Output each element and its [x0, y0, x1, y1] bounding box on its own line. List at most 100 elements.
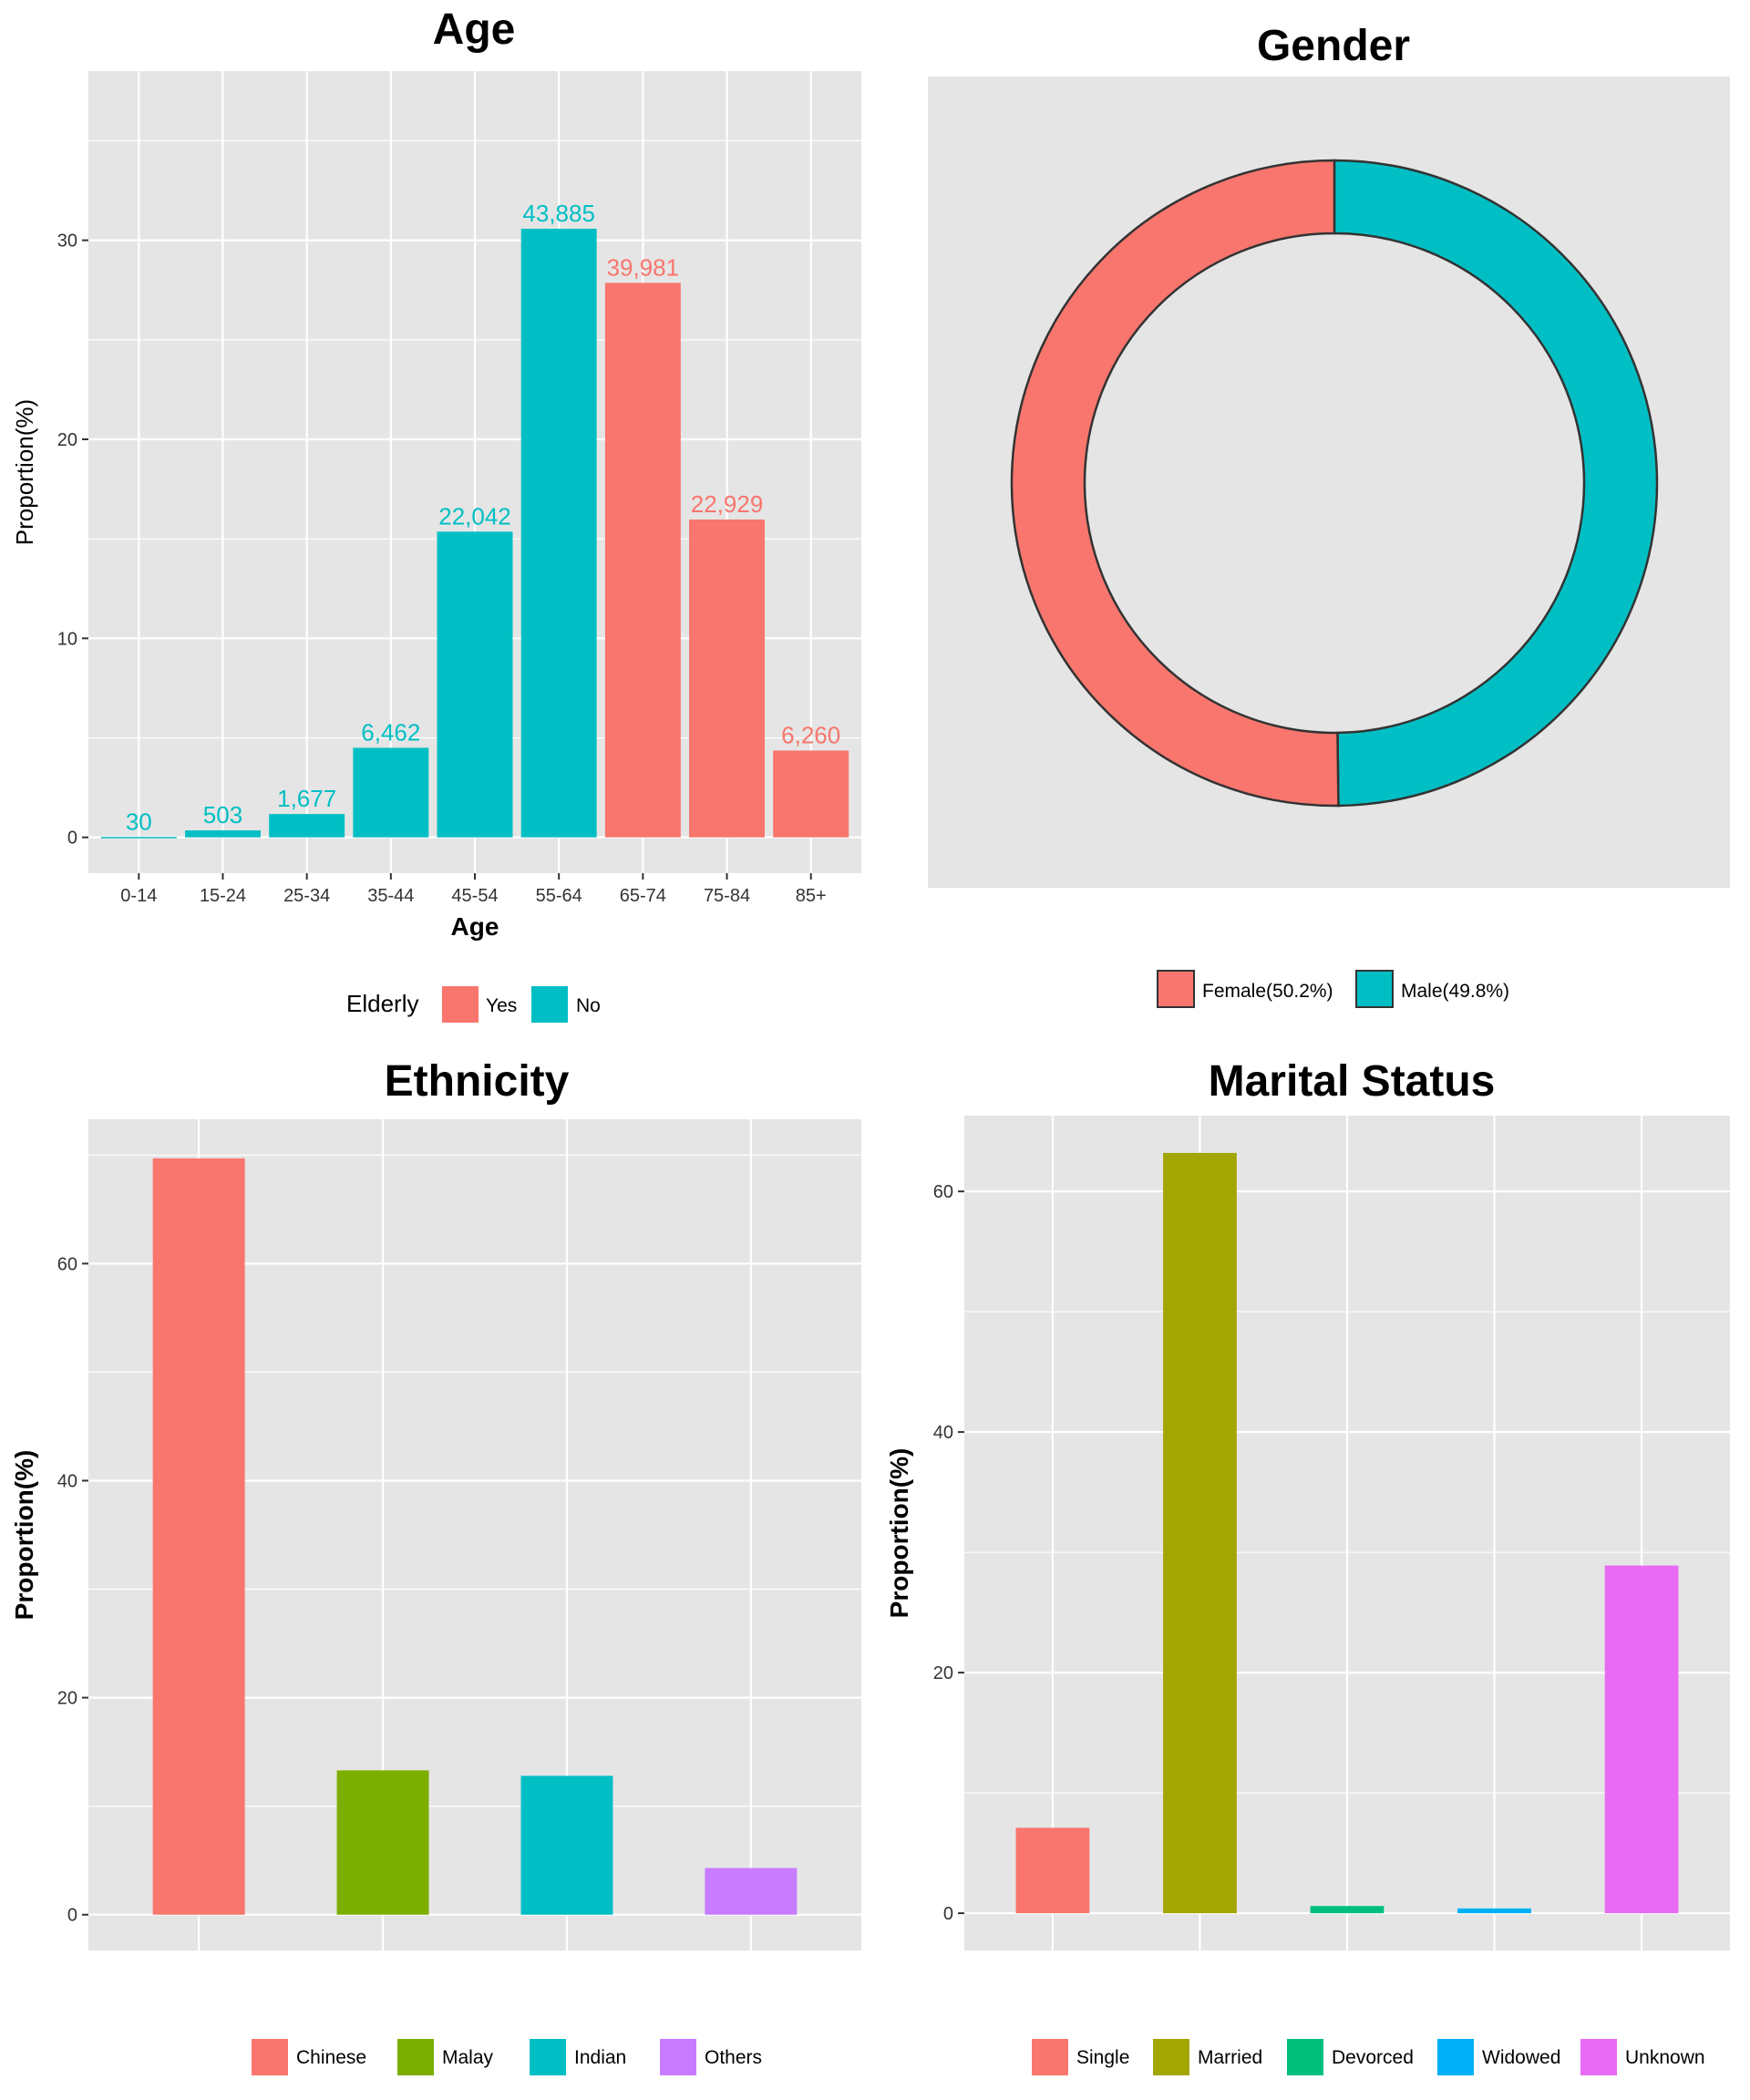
ethnicity-bars: [152, 1158, 798, 1915]
bar-0-14: [100, 837, 177, 839]
legend-label-malay: Malay: [442, 2047, 494, 2068]
y-tick-label: 20: [933, 1663, 953, 1683]
x-tick-label: 35-44: [367, 886, 414, 906]
bar-35-44: [353, 747, 429, 838]
gender-legend-label-female: Female(50.2%): [1202, 981, 1333, 1002]
age-legend: Elderly Yes No: [346, 986, 601, 1023]
x-tick-label: 45-54: [451, 886, 498, 906]
bar-chinese: [152, 1158, 245, 1915]
x-tick-label: 0-14: [120, 886, 157, 906]
gender-legend: Female(50.2%) Male(49.8%): [1157, 970, 1509, 1008]
x-tick-label: 85+: [796, 886, 827, 906]
bar-15-24: [185, 830, 261, 838]
marital-y-axis-label: Proportion(%): [885, 1448, 913, 1619]
y-tick-label: 0: [67, 1906, 77, 1926]
bar-widowed: [1457, 1908, 1531, 1914]
age-data-label: 22,929: [691, 490, 764, 518]
age-legend-title: Elderly: [346, 990, 418, 1017]
age-data-label: 22,042: [438, 502, 511, 530]
y-tick-label: 60: [933, 1182, 953, 1202]
age-data-label: 6,260: [781, 721, 840, 748]
bar-single: [1015, 1827, 1090, 1914]
gender-legend-label-male: Male(49.8%): [1401, 981, 1509, 1002]
legend-key-unknown: [1580, 2039, 1617, 2075]
ethnicity-y-axis-label: Proportion(%): [10, 1450, 38, 1621]
legend-key-chinese: [252, 2039, 288, 2075]
age-y-axis-label: Proportion(%): [11, 399, 38, 545]
marital-chart: Marital Status 0 20 40 60 Proportion(%) Sin…: [885, 1057, 1730, 2075]
bar-45-54: [437, 531, 513, 838]
age-y-ticks: 0 10 20 30: [57, 232, 88, 849]
gender-chart-title: Gender: [1257, 22, 1410, 70]
x-tick-label: 25-34: [283, 886, 330, 906]
age-data-label: 30: [126, 808, 152, 835]
age-chart-title: Age: [433, 5, 516, 54]
legend-key-others: [660, 2039, 696, 2075]
age-data-label: 43,885: [522, 200, 595, 227]
legend-key-malay: [397, 2039, 434, 2075]
bar-married: [1163, 1152, 1237, 1914]
age-legend-label-yes: Yes: [486, 995, 517, 1016]
bar-devorced: [1310, 1906, 1385, 1914]
age-x-ticks: 0-14 15-24 25-34 35-44 45-54 55-64 65-74 75-84 8…: [120, 873, 827, 906]
bar-others: [705, 1868, 798, 1915]
y-tick-label: 40: [933, 1423, 953, 1443]
legend-key-indian: [530, 2039, 566, 2075]
gender-donut: [1010, 159, 1659, 808]
legend-key-married: [1153, 2039, 1189, 2075]
age-data-labels: 30 503 1,677 6,462 22,042 43,885 39,981 22,929 6…: [126, 200, 840, 835]
ethnicity-chart: Ethnicity 0 20 40 60 Proportion(%) Chinese M…: [10, 1057, 861, 2075]
legend-label-devorced: Devorced: [1332, 2047, 1414, 2068]
age-legend-label-no: No: [576, 995, 601, 1016]
bar-indian: [520, 1776, 613, 1915]
bar-85-: [773, 750, 849, 838]
age-bars: [100, 228, 849, 839]
legend-key-single: [1032, 2039, 1068, 2075]
marital-legend: Single Married Devorced Widowed Unknown: [1032, 2039, 1705, 2075]
legend-label-chinese: Chinese: [296, 2047, 366, 2068]
age-data-label: 6,462: [361, 718, 420, 746]
ethnicity-legend: Chinese Malay Indian Others: [252, 2039, 762, 2075]
bar-55-64: [520, 228, 597, 838]
legend-label-married: Married: [1198, 2047, 1262, 2068]
y-tick-label: 0: [943, 1904, 953, 1924]
x-tick-label: 55-64: [536, 886, 582, 906]
y-tick-label: 60: [57, 1254, 77, 1274]
bar-65-74: [604, 283, 681, 838]
y-tick-label: 20: [57, 430, 77, 450]
bar-25-34: [269, 814, 345, 838]
ethnicity-chart-title: Ethnicity: [385, 1057, 570, 1106]
age-chart: Age 30 503 1,677 6,462 22,042 43,885 39,981 22,…: [11, 5, 861, 1023]
gender-legend-key-female: [1157, 970, 1195, 1008]
x-tick-label: 75-84: [704, 886, 750, 906]
legend-label-indian: Indian: [574, 2047, 626, 2068]
y-tick-label: 20: [57, 1689, 77, 1709]
age-data-label: 1,677: [277, 785, 336, 812]
marital-bars: [1015, 1152, 1679, 1914]
y-tick-label: 30: [57, 232, 77, 252]
age-data-label: 39,981: [607, 253, 680, 281]
y-tick-label: 40: [57, 1471, 77, 1491]
ethnicity-y-ticks: 0 20 40 60: [57, 1254, 88, 1926]
x-tick-label: 65-74: [620, 886, 666, 906]
legend-label-single: Single: [1076, 2047, 1129, 2068]
slice-male: [1333, 159, 1659, 808]
marital-y-ticks: 0 20 40 60: [933, 1182, 964, 1924]
y-tick-label: 0: [67, 829, 77, 849]
gender-chart: Gender Female(50.2%) Male(49.8%): [928, 22, 1730, 1008]
y-tick-label: 10: [57, 629, 77, 649]
bar-unknown: [1604, 1565, 1679, 1914]
age-data-label: 503: [203, 801, 242, 829]
legend-key-widowed: [1437, 2039, 1474, 2075]
legend-label-widowed: Widowed: [1482, 2047, 1560, 2068]
age-legend-key-no: [531, 986, 568, 1023]
legend-key-devorced: [1287, 2039, 1323, 2075]
bar-75-84: [689, 519, 765, 838]
slice-female: [1010, 159, 1340, 808]
legend-label-unknown: Unknown: [1625, 2047, 1705, 2068]
age-legend-key-yes: [442, 986, 479, 1023]
age-x-axis-label: Age: [451, 912, 499, 941]
gender-legend-key-male: [1355, 970, 1394, 1008]
legend-label-others: Others: [705, 2047, 762, 2068]
